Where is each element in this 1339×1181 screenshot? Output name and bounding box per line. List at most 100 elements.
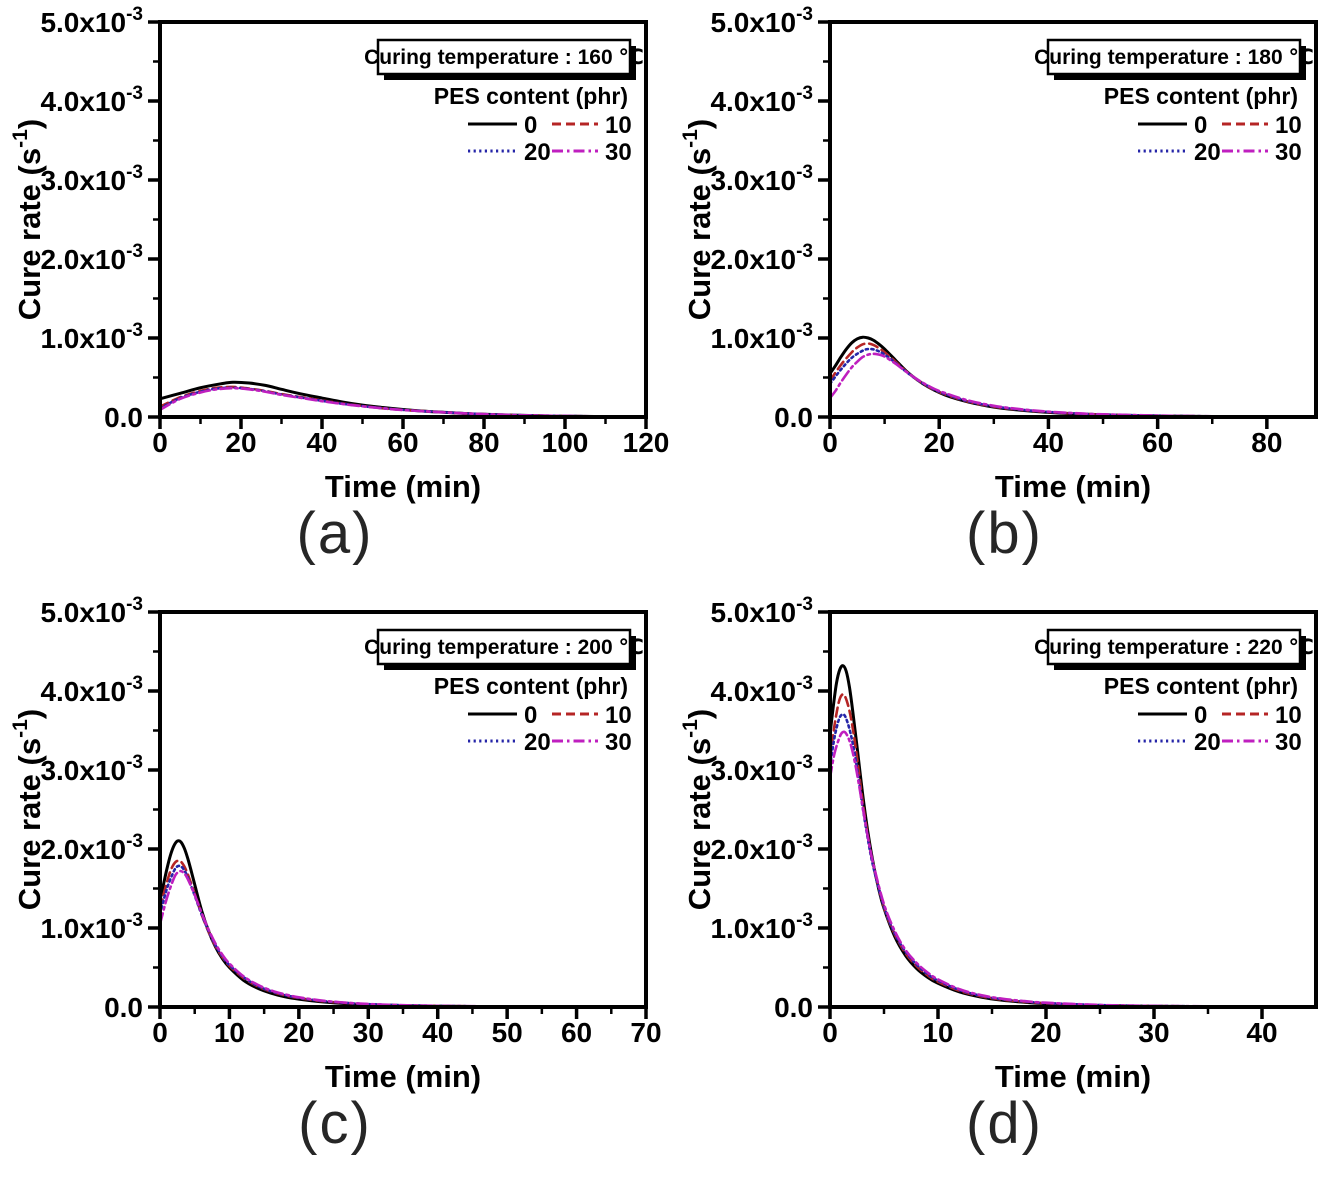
legend-label-20: 20 bbox=[524, 729, 551, 756]
legend-label-0: 0 bbox=[524, 112, 537, 139]
legend-label-20: 20 bbox=[524, 139, 551, 166]
legend-title: PES content (phr) bbox=[1104, 673, 1298, 699]
title-box bbox=[376, 628, 632, 666]
x-tick-label: 70 bbox=[630, 1017, 661, 1048]
y-tick-label: 2.0x10-3 bbox=[710, 241, 813, 275]
x-tick-label: 60 bbox=[387, 427, 418, 458]
panel-label-a: (a) bbox=[296, 501, 374, 566]
curve-pes-10 bbox=[158, 859, 648, 1009]
x-axis-label: Time (min) bbox=[995, 1059, 1151, 1094]
x-tick-label: 30 bbox=[1138, 1017, 1169, 1048]
title-box bbox=[1046, 38, 1302, 76]
legend-label-10: 10 bbox=[1275, 702, 1302, 729]
legend: PES content (phr) 0 10 20 30 bbox=[434, 83, 632, 166]
legend-label-10: 10 bbox=[605, 112, 632, 139]
axes: 0 10 20 30 40 0.0 1.0x10-3 2.0x10-3 3.0x10-3 4.0x… bbox=[710, 594, 1277, 1048]
y-tick-label: 5.0x10-3 bbox=[710, 594, 813, 628]
x-tick-label: 40 bbox=[306, 427, 337, 458]
panel-label-c: (c) bbox=[298, 1091, 372, 1156]
y-axis-label: Cure rate (s-1) bbox=[679, 119, 717, 320]
panel-a: 0 20 40 60 80 100 120 0.0 1.0x10-3 2.0x10-3 3.0x10… bbox=[0, 0, 670, 590]
x-axis-label: Time (min) bbox=[995, 469, 1151, 504]
legend-title: PES content (phr) bbox=[434, 673, 628, 699]
x-tick-label: 0 bbox=[152, 1017, 168, 1048]
title-box bbox=[1046, 628, 1302, 666]
curves bbox=[828, 664, 1318, 1009]
x-tick-label: 40 bbox=[1033, 427, 1064, 458]
legend-label-0: 0 bbox=[1194, 702, 1207, 729]
curve-pes-30 bbox=[158, 386, 648, 418]
plot-frame bbox=[828, 610, 1318, 1009]
curve-pes-30 bbox=[828, 730, 1318, 1009]
x-tick-label: 30 bbox=[353, 1017, 384, 1048]
x-tick-label: 120 bbox=[623, 427, 669, 458]
chart-title: Curing temperature : 220 ℃ bbox=[1034, 636, 1314, 659]
legend-label-10: 10 bbox=[1275, 112, 1302, 139]
panel-c: 0 10 20 30 40 50 60 70 0.0 1.0x10-3 2.0x10-3 3.0x10… bbox=[0, 590, 670, 1181]
x-axis-label: Time (min) bbox=[325, 469, 481, 504]
legend-title: PES content (phr) bbox=[434, 83, 628, 109]
curves bbox=[158, 380, 648, 419]
chart-title: Curing temperature : 200 ℃ bbox=[364, 636, 644, 659]
y-tick-label: 0.0 bbox=[774, 402, 813, 433]
legend-label-30: 30 bbox=[1275, 729, 1302, 756]
legend-label-20: 20 bbox=[1194, 139, 1221, 166]
x-tick-label: 50 bbox=[492, 1017, 523, 1048]
y-tick-label: 2.0x10-3 bbox=[40, 241, 143, 275]
legend: PES content (phr) 0 10 20 30 bbox=[1104, 673, 1302, 756]
curve-pes-20 bbox=[828, 347, 1318, 419]
curve-pes-0 bbox=[828, 335, 1318, 419]
legend-label-30: 30 bbox=[605, 139, 632, 166]
panel-label-b: (b) bbox=[966, 501, 1043, 566]
legend-label-30: 30 bbox=[1275, 139, 1302, 166]
title-box bbox=[376, 38, 632, 76]
x-tick-label: 10 bbox=[922, 1017, 953, 1048]
y-axis-label: Cure rate (s-1) bbox=[9, 709, 47, 910]
y-tick-label: 4.0x10-3 bbox=[40, 83, 143, 117]
x-tick-label: 20 bbox=[1030, 1017, 1061, 1048]
x-tick-label: 0 bbox=[822, 427, 838, 458]
chart-c: 0 10 20 30 40 50 60 70 0.0 1.0x10-3 2.0x10-3 3.0x10… bbox=[9, 594, 662, 1094]
y-tick-label: 4.0x10-3 bbox=[40, 673, 143, 707]
y-tick-label: 1.0x10-3 bbox=[710, 320, 813, 354]
curves bbox=[158, 839, 648, 1009]
legend-title: PES content (phr) bbox=[1104, 83, 1298, 109]
x-tick-label: 80 bbox=[1251, 427, 1282, 458]
curve-pes-10 bbox=[158, 385, 648, 418]
legend-label-20: 20 bbox=[1194, 729, 1221, 756]
x-tick-label: 80 bbox=[468, 427, 499, 458]
curve-pes-0 bbox=[828, 664, 1318, 1009]
x-axis-label: Time (min) bbox=[325, 1059, 481, 1094]
y-tick-label: 5.0x10-3 bbox=[40, 4, 143, 38]
curve-pes-20 bbox=[158, 386, 648, 418]
y-tick-label: 4.0x10-3 bbox=[710, 83, 813, 117]
y-axis-label: Cure rate (s-1) bbox=[679, 709, 717, 910]
chart-a: 0 20 40 60 80 100 1200.01.0x10-32.0x10-33.0x10… bbox=[9, 4, 669, 504]
legend-label-0: 0 bbox=[524, 702, 537, 729]
chart-title: Curing temperature : 160 ℃ bbox=[364, 46, 644, 69]
y-tick-label: 3.0x10-3 bbox=[40, 752, 143, 786]
y-tick-label: 1.0x10-3 bbox=[40, 320, 143, 354]
chart-d: 0 10 20 30 40 0.0 1.0x10-3 2.0x10-3 3.0x10-3 4.0x… bbox=[679, 594, 1318, 1094]
y-tick-label: 3.0x10-3 bbox=[710, 162, 813, 196]
y-tick-label: 3.0x10-3 bbox=[710, 752, 813, 786]
y-tick-label: 4.0x10-3 bbox=[710, 673, 813, 707]
y-tick-label: 5.0x10-3 bbox=[710, 4, 813, 38]
x-tick-label: 0 bbox=[822, 1017, 838, 1048]
panel-label-d: (d) bbox=[966, 1091, 1043, 1156]
y-axis-label: Cure rate (s-1) bbox=[9, 119, 47, 320]
legend: PES content (phr) 0 10 20 30 bbox=[1104, 83, 1302, 166]
legend-label-10: 10 bbox=[605, 702, 632, 729]
x-tick-label: 60 bbox=[1142, 427, 1173, 458]
y-tick-label: 0.0 bbox=[774, 992, 813, 1023]
y-tick-label: 1.0x10-3 bbox=[40, 910, 143, 944]
y-tick-label: 2.0x10-3 bbox=[40, 831, 143, 865]
x-tick-label: 10 bbox=[214, 1017, 245, 1048]
curve-pes-20 bbox=[158, 864, 648, 1009]
y-tick-label: 0.0 bbox=[104, 402, 143, 433]
x-tick-label: 40 bbox=[1246, 1017, 1277, 1048]
x-tick-label: 0 bbox=[152, 427, 168, 458]
legend-label-30: 30 bbox=[605, 729, 632, 756]
x-tick-label: 40 bbox=[422, 1017, 453, 1048]
